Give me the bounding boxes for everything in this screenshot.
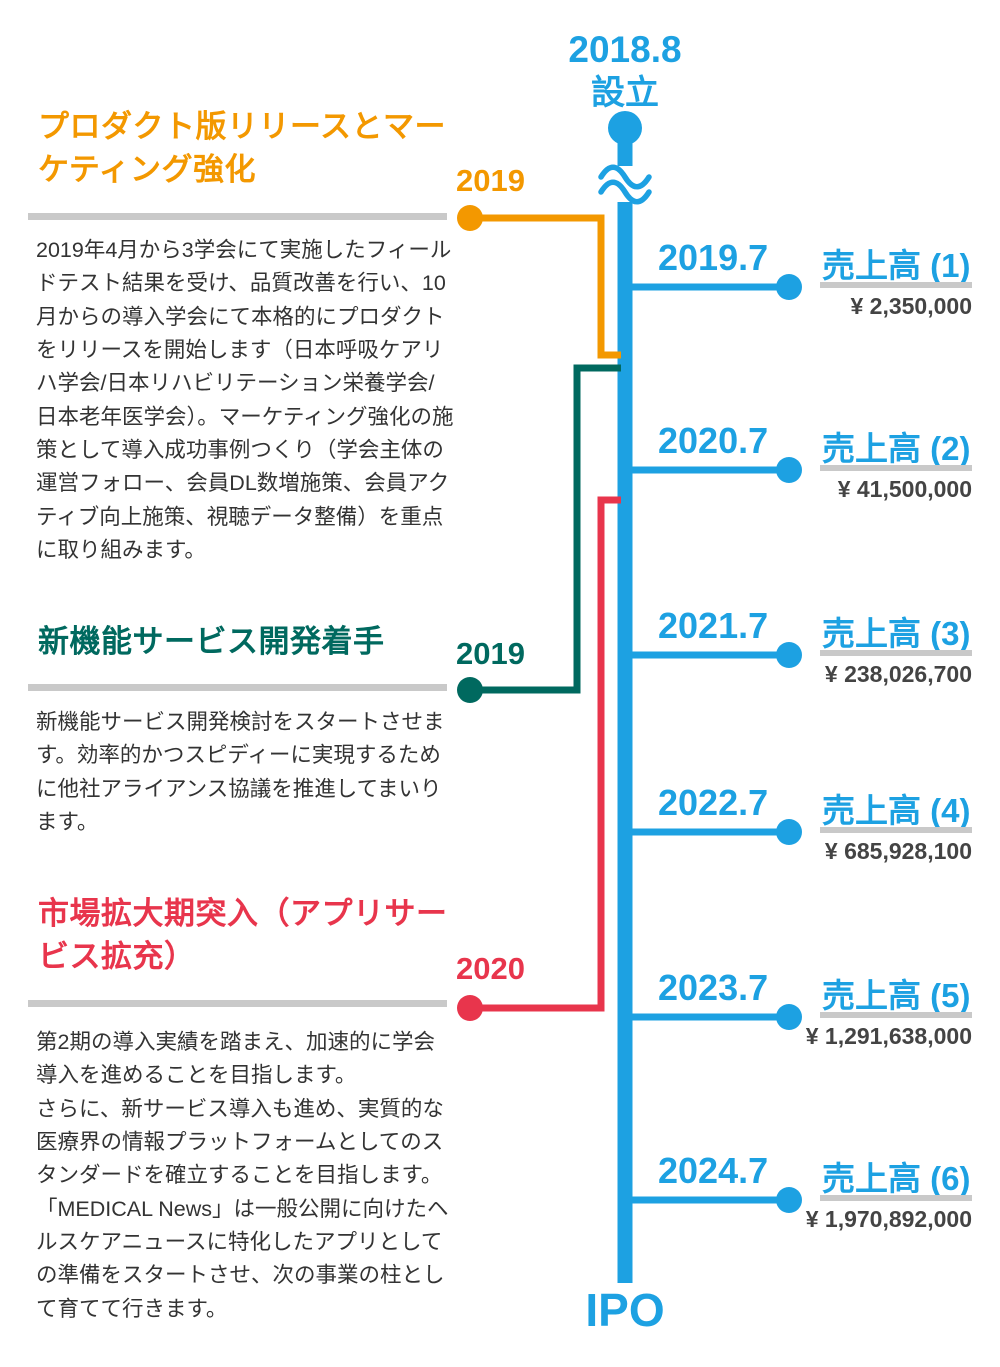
milestone-2020-7: 2020.7 売上高 (2) ¥ 41,500,000 (650, 420, 972, 512)
milestone-date: 2019.7 (658, 237, 769, 278)
section-title-market-expansion: 市場拡大期突入（アプリサービス拡充） (38, 896, 448, 974)
milestone-divider (820, 1195, 972, 1201)
milestone-amount: ¥ 1,291,638,000 (805, 1023, 972, 1049)
milestone-date: 2021.7 (658, 605, 769, 646)
section-divider (28, 1000, 447, 1007)
milestone-amount: ¥ 685,928,100 (824, 838, 972, 864)
timeline-start-label: 2018.8 設立 (525, 29, 725, 112)
milestone-2019-7: 2019.7 売上高 (1) ¥ 2,350,000 (650, 237, 972, 329)
milestone-label: 売上高 (6) (822, 1160, 971, 1197)
milestone-date: 2024.7 (658, 1150, 769, 1191)
founding-date: 2018.8 (568, 29, 682, 70)
milestone-date: 2022.7 (658, 782, 769, 823)
founding-dot (608, 111, 642, 145)
milestone-2022-7: 2022.7 売上高 (4) ¥ 685,928,100 (650, 782, 972, 874)
milestone-label: 売上高 (1) (822, 247, 971, 284)
milestone-divider (820, 827, 972, 833)
line-break-tilde-top (598, 164, 652, 190)
release-connector-line (470, 214, 621, 359)
timeline-end-label: IPO (585, 1284, 665, 1336)
milestone-label: 売上高 (5) (822, 977, 971, 1014)
milestone-label: 売上高 (3) (822, 615, 971, 652)
milestone-date: 2020.7 (658, 420, 769, 461)
section-divider (28, 213, 447, 220)
milestone-divider (820, 650, 972, 656)
founding-title: 設立 (591, 73, 659, 112)
expansion-section-dot (457, 995, 483, 1021)
milestone-amount: ¥ 1,970,892,000 (805, 1206, 972, 1232)
milestone-divider (820, 282, 972, 288)
milestone-2023-7: 2023.7 売上高 (5) ¥ 1,291,638,000 (650, 967, 972, 1059)
section-year-label: 2019 (456, 163, 525, 198)
milestone-date: 2023.7 (658, 967, 769, 1008)
milestone-2021-7: 2021.7 売上高 (3) ¥ 238,026,700 (650, 605, 972, 697)
milestone-label: 売上高 (4) (822, 792, 971, 829)
section-divider (28, 684, 447, 691)
milestone-divider (820, 1012, 972, 1018)
section-body-market-expansion: 第2期の導入実績を踏まえ、加速的に学会導入を進めることを目指します。 さらに、新… (36, 1030, 449, 1321)
release-section-dot (457, 205, 483, 231)
milestone-label: 売上高 (2) (822, 430, 971, 467)
section-year-label: 2019 (456, 636, 525, 671)
line-break-tilde-bottom (598, 179, 652, 205)
section-title-product-release: プロダクト版リリースとマーケティング強化 (38, 109, 446, 187)
section-body-new-service: 新機能サービス開発検討をスタートさせます。効率的かつスピディーに実現するために他… (36, 710, 445, 834)
section-year-label: 2020 (456, 951, 525, 986)
expansion-connector-line (470, 496, 621, 1012)
milestone-amount: ¥ 41,500,000 (837, 476, 972, 502)
section-body-product-release: 2019年4月から3学会にて実施したフィールドテスト結果を受け、品質改善を行い、… (36, 238, 454, 562)
milestone-divider (820, 465, 972, 471)
milestone-2024-7: 2024.7 売上高 (6) ¥ 1,970,892,000 (650, 1150, 972, 1242)
section-title-new-service: 新機能サービス開発着手 (38, 624, 385, 659)
milestone-amount: ¥ 238,026,700 (824, 661, 972, 687)
milestone-amount: ¥ 2,350,000 (850, 293, 972, 319)
newservice-section-dot (457, 677, 483, 703)
